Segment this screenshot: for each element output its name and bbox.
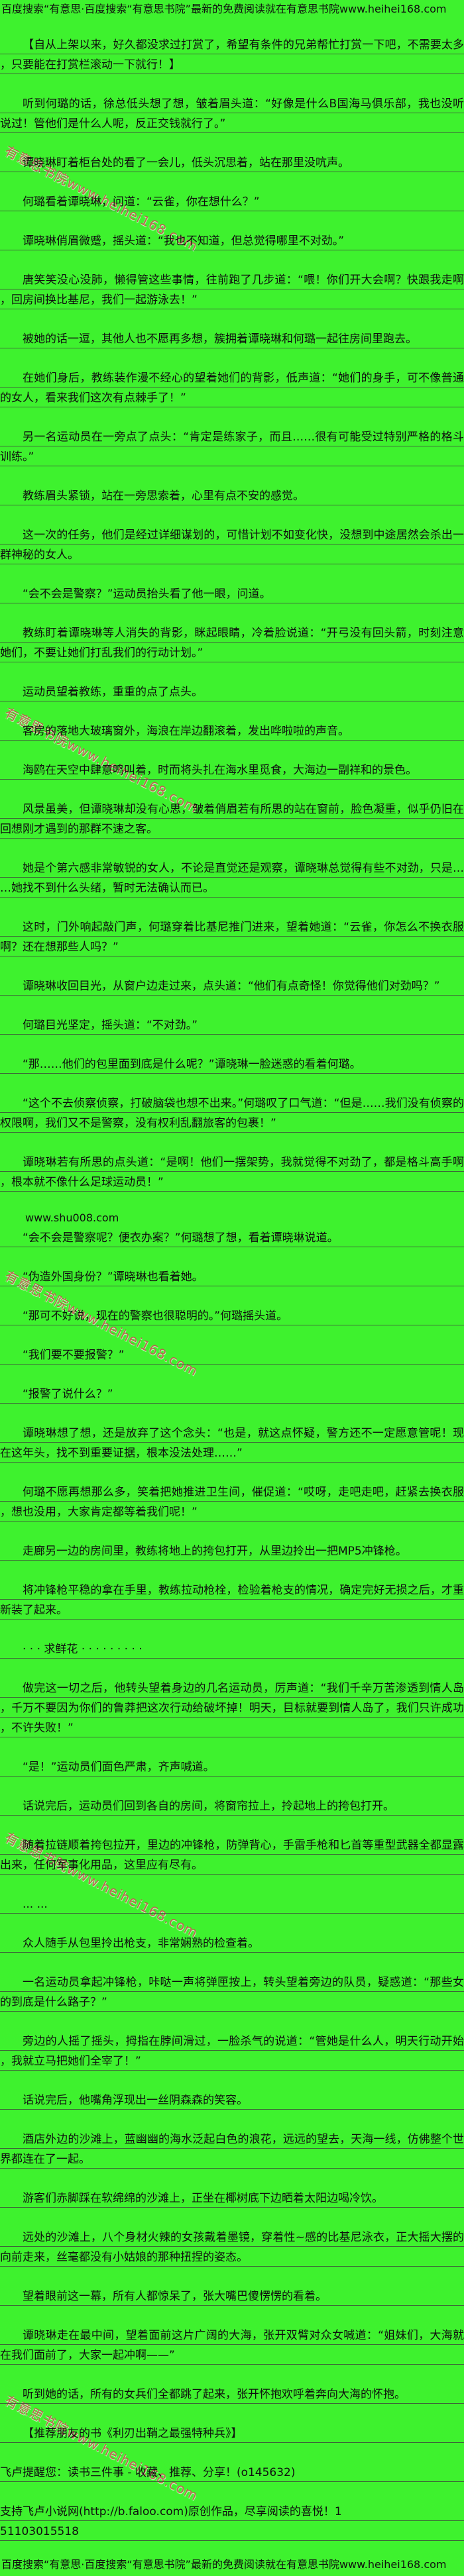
paragraph: “那可不好说，现在的警察也很聪明的。”何璐摇头道。 xyxy=(0,1306,464,1326)
paragraph: 谭晓琳收回目光，从窗户边走过来，点头道：“他们有点奇怪！你觉得他们对劲吗？” xyxy=(0,976,464,996)
paragraph: 风景虽美，但谭晓琳却没有心思，皱着俏眉若有所思的站在窗前，脸色凝重，似乎仍旧在回… xyxy=(0,799,464,839)
paragraph: 话说完后，运动员们回到各自的房间，将窗帘拉上，拎起地上的挎包打开。 xyxy=(0,1796,464,1816)
paragraph: 运动员望着教练，重重的点了点头。 xyxy=(0,682,464,702)
paragraph: 众人随手从包里拎出枪支，非常娴熟的检查着。 xyxy=(0,1933,464,1953)
paragraph: “会不会是警察？”运动员抬头看了他一眼，问道。 xyxy=(0,584,464,604)
faloo-support-line: 支持飞卢小说网(http://b.faloo.com)原创作品，尽享阅读的喜悦！… xyxy=(0,2502,464,2522)
paragraph: 海鸥在天空中肆意鸣叫着，时而将头扎在海水里觅食，大海边一副祥和的景色。 xyxy=(0,760,464,780)
paragraph: 将冲锋枪平稳的拿在手里，教练拉动枪栓，检验着枪支的情况，确定完好无损之后，才重新… xyxy=(0,1580,464,1620)
paragraph: 在她们身后，教练装作漫不经心的望着她们的背影，低声道：“她们的身手，可不像普通的… xyxy=(0,368,464,408)
paragraph: 教练盯着谭晓琳等人消失的背影，眯起眼睛，冷着脸说道：“开弓没有回头箭，时刻注意她… xyxy=(0,623,464,663)
ask-flowers-line: · · · 求鲜花 · · · · · · · · · xyxy=(0,1639,464,1659)
paragraph: 谭晓琳走在最中间，望着面前这片广阔的大海，张开双臂对众女喊道：“姐妹们，大海就在… xyxy=(0,2326,464,2365)
paragraph: 做完这一切之后，他转头望着身边的几名运动员，厉声道：“我们千辛万苦渗透到情人岛，… xyxy=(0,1678,464,1738)
paragraph: 谭晓琳俏眉微蹙，摇头道：“我也不知道，但总觉得哪里不对劲。” xyxy=(0,231,464,251)
paragraph: 话说完后，他嘴角浮现出一丝阴森森的笑容。 xyxy=(0,2090,464,2110)
book-recommendation-line: 【推荐朋友的书《利刃出鞘之最强特种兵》】 xyxy=(0,2424,464,2444)
paragraph: 唐笑笑没心没肺，懒得管这些事情，往前跑了几步道：“喂！你们开大会啊？快跟我走啊，… xyxy=(0,270,464,310)
paragraph: 这一次的任务，他们是经过详细谋划的，可惜计划不如变化快，没想到中途居然会杀出一群… xyxy=(0,525,464,565)
anti-piracy-footer: 百度搜索“有意思·百度搜索“有意思书院”最新的免费阅读就在有意思书院www.he… xyxy=(1,2558,447,2571)
ellipsis-line: ... ... xyxy=(0,1894,464,1914)
paragraph: 【自从上架以来，好久都没求过打赏了，希望有条件的兄弟帮忙打赏一下吧，不需要太多，… xyxy=(0,35,464,75)
paragraph: 随着拉链顺着挎包拉开，里边的冲锋枪，防弹背心，手雷手枪和匕首等重型武器全都显露出… xyxy=(0,1835,464,1875)
paragraph: “伪造外国身份？”谭晓琳也看着她。 xyxy=(0,1267,464,1287)
paragraph: 听到何璐的话，徐总低头想了想，皱着眉头道：“好像是什么B国海马俱乐部，我也没听说… xyxy=(0,94,464,134)
paragraph: “会不会是警察呢？便衣办案？”何璐想了想，看着谭晓琳说道。 xyxy=(0,1228,464,1248)
paragraph: 听到她的话，所有的女兵们全都跳了起来，张开怀抱欢呼着奔向大海的怀抱。 xyxy=(0,2385,464,2404)
paragraph: 何璐看着谭晓琳，问道：“云雀，你在想什么？” xyxy=(0,192,464,212)
paragraph: 教练眉头紧锁，站在一旁思索着，心里有点不安的感觉。 xyxy=(0,486,464,506)
paragraph: “报警了说什么？” xyxy=(0,1384,464,1404)
paragraph: 望着眼前这一幕，所有人都惊呆了，张大嘴巴傻愣愣的看着。 xyxy=(0,2287,464,2306)
paragraph: 谭晓琳想了想，还是放弃了这个念头：“也是，就这点怀疑，警方还不一定愿意管呢！现在… xyxy=(0,1423,464,1463)
faloo-id-line: 51103015518 xyxy=(0,2522,464,2542)
novel-content: 【自从上架以来，好久都没求过打赏了，希望有条件的兄弟帮忙打赏一下吧，不需要太多，… xyxy=(0,35,464,2542)
paragraph: 何璐不愿再想那么多，笑着把她推进卫生间，催促道：“哎呀，走吧走吧，赶紧去换衣服，… xyxy=(0,1482,464,1522)
paragraph: 另一名运动员在一旁点了点头：“肯定是练家子，而且……很有可能受过特别严格的格斗训… xyxy=(0,427,464,467)
paragraph: 旁边的人摇了摇头，拇指在脖间滑过，一脸杀气的说道：“管她是什么人，明天行动开始，… xyxy=(0,2032,464,2071)
paragraph: “那……他们的包里面到底是什么呢？”谭晓琳一脸迷惑的看着何璐。 xyxy=(0,1055,464,1074)
paragraph: 谭晓琳若有所思的点头道：“是啊！他们一摆架势，我就觉得不对劲了，都是格斗高手啊，… xyxy=(0,1153,464,1192)
paragraph: 谭晓琳盯着柜台处的看了一会儿，低头沉思着，站在那里没吭声。 xyxy=(0,153,464,173)
paragraph: 这时，门外响起敲门声，何璐穿着比基尼推门进来，望着她道：“云雀，你怎么不换衣服啊… xyxy=(0,917,464,957)
paragraph: 她是个第六感非常敏锐的女人，不论是直觉还是观察，谭晓琳总觉得有些不对劲，只是……… xyxy=(0,858,464,898)
paragraph: “是！”运动员们面色严肃，齐声喊道。 xyxy=(0,1757,464,1777)
paragraph: 何璐目光坚定，摇头道：“不对劲。” xyxy=(0,1015,464,1035)
paragraph: 一名运动员拿起冲锋枪，咔哒一声将弹匣按上，转头望着旁边的队员，疑惑道：“那些女的… xyxy=(0,1973,464,2012)
paragraph: 游客们赤脚踩在软绵绵的沙滩上，正坐在椰树底下边晒着太阳边喝冷饮。 xyxy=(0,2189,464,2208)
shu008-ad-line: www.shu008.com xyxy=(25,1211,119,1224)
paragraph: “我们要不要报警？” xyxy=(0,1345,464,1365)
faloo-reminder-line: 飞卢提醒您：读书三件事 - 收藏、推荐、分享！(o145632) xyxy=(0,2463,464,2483)
paragraph: “这个不去侦察侦察，打破脑袋也想不出来。”何璐叹了口气道：“但是……我们没有侦察… xyxy=(0,1094,464,1133)
paragraph: 酒店外边的沙滩上，蓝幽幽的海水泛起白色的浪花，远远的望去，天海一线，仿佛整个世界… xyxy=(0,2130,464,2169)
paragraph: 远处的沙滩上，八个身材火辣的女孩戴着墨镜，穿着性~感的比基尼泳衣，正大摇大摆的向… xyxy=(0,2228,464,2267)
paragraph: 被她的话一逗，其他人也不愿再多想，簇拥着谭晓琳和何璐一起往房间里跑去。 xyxy=(0,329,464,349)
paragraph: 走廊另一边的房间里，教练将地上的挎包打开，从里边拎出一把MP5冲锋枪。 xyxy=(0,1541,464,1561)
anti-piracy-header: 百度搜索“有意思·百度搜索“有意思书院”最新的免费阅读就在有意思书院www.he… xyxy=(1,3,447,15)
paragraph: 客房的落地大玻璃窗外，海浪在岸边翻滚着，发出哗啦啦的声音。 xyxy=(0,721,464,741)
